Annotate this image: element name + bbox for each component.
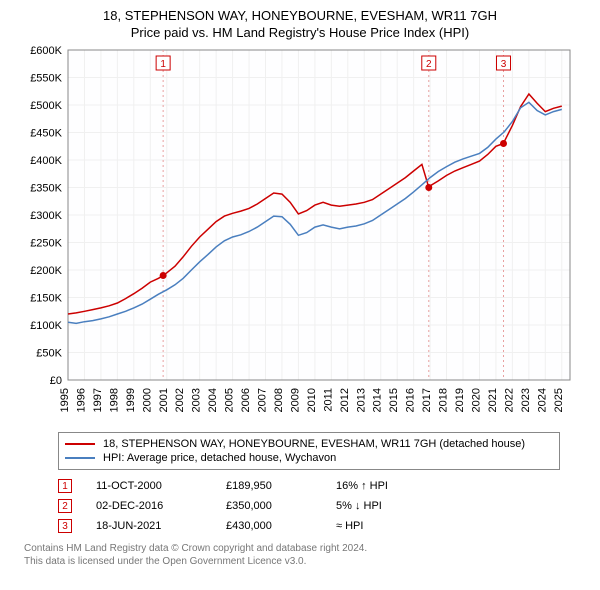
x-tick-label: 1999 (125, 388, 137, 412)
transaction-date: 18-JUN-2021 (96, 520, 206, 532)
x-tick-label: 2006 (240, 388, 252, 412)
legend-row: HPI: Average price, detached house, Wych… (65, 451, 553, 465)
x-tick-label: 2015 (388, 388, 400, 412)
y-tick-label: £500K (30, 100, 62, 112)
x-tick-label: 2012 (339, 388, 351, 412)
x-tick-label: 1997 (92, 388, 104, 412)
marker-dot (425, 184, 432, 191)
y-tick-label: £450K (30, 128, 62, 140)
x-tick-label: 2021 (487, 388, 499, 412)
footer-line2: This data is licensed under the Open Gov… (24, 555, 580, 568)
footer-line1: Contains HM Land Registry data © Crown c… (24, 542, 580, 555)
x-tick-label: 1996 (75, 388, 87, 412)
transaction-row: 2 02-DEC-2016 £350,000 5% ↓ HPI (58, 496, 560, 516)
legend: 18, STEPHENSON WAY, HONEYBOURNE, EVESHAM… (58, 432, 560, 470)
transaction-price: £430,000 (226, 520, 316, 532)
x-tick-label: 2008 (273, 388, 285, 412)
x-tick-label: 2025 (553, 388, 565, 412)
title-block: 18, STEPHENSON WAY, HONEYBOURNE, EVESHAM… (10, 8, 590, 40)
y-tick-label: £350K (30, 183, 62, 195)
marker-dot (500, 140, 507, 147)
y-tick-label: £50K (36, 348, 62, 360)
x-tick-label: 2016 (405, 388, 417, 412)
marker-label-text: 2 (426, 59, 432, 70)
legend-row: 18, STEPHENSON WAY, HONEYBOURNE, EVESHAM… (65, 437, 553, 451)
transaction-date: 02-DEC-2016 (96, 500, 206, 512)
x-tick-label: 1998 (108, 388, 120, 412)
x-tick-label: 2018 (438, 388, 450, 412)
transaction-price: £350,000 (226, 500, 316, 512)
x-tick-label: 2004 (207, 388, 219, 412)
y-tick-label: £600K (30, 46, 62, 57)
y-tick-label: £400K (30, 155, 62, 167)
x-tick-label: 2024 (536, 388, 548, 412)
legend-swatch (65, 443, 95, 445)
y-tick-label: £250K (30, 238, 62, 250)
title-address: 18, STEPHENSON WAY, HONEYBOURNE, EVESHAM… (10, 8, 590, 23)
x-tick-label: 2010 (306, 388, 318, 412)
title-subtitle: Price paid vs. HM Land Registry's House … (10, 25, 590, 40)
transaction-delta: ≈ HPI (336, 520, 456, 532)
marker-label-text: 3 (501, 59, 507, 70)
x-tick-label: 1995 (59, 388, 71, 412)
marker-label-text: 1 (160, 59, 166, 70)
x-tick-label: 2017 (421, 388, 433, 412)
y-tick-label: £300K (30, 210, 62, 222)
x-tick-label: 2007 (257, 388, 269, 412)
x-tick-label: 2011 (322, 388, 334, 412)
chart-svg: £0 £50K £100K £150K £200K £250K £300K £350K £400… (20, 46, 580, 426)
y-tick-label: £150K (30, 293, 62, 305)
x-tick-label: 2014 (372, 388, 384, 412)
transaction-marker: 2 (58, 499, 72, 513)
legend-swatch (65, 457, 95, 459)
x-tick-label: 2002 (174, 388, 186, 412)
y-tick-label: £550K (30, 73, 62, 85)
x-tick-label: 2023 (520, 388, 532, 412)
y-tick-label: £100K (30, 320, 62, 332)
legend-label: 18, STEPHENSON WAY, HONEYBOURNE, EVESHAM… (103, 438, 525, 450)
x-tick-label: 2005 (224, 388, 236, 412)
legend-label: HPI: Average price, detached house, Wych… (103, 452, 336, 464)
transaction-date: 11-OCT-2000 (96, 480, 206, 492)
y-tick-label: £0 (50, 375, 62, 387)
transaction-marker: 3 (58, 519, 72, 533)
transaction-price: £189,950 (226, 480, 316, 492)
transaction-delta: 5% ↓ HPI (336, 500, 456, 512)
footer: Contains HM Land Registry data © Crown c… (24, 542, 580, 568)
plot-area: £0 £50K £100K £150K £200K £250K £300K £350K £400… (20, 46, 580, 426)
chart-container: 18, STEPHENSON WAY, HONEYBOURNE, EVESHAM… (0, 0, 600, 574)
transaction-marker: 1 (58, 479, 72, 493)
x-tick-label: 2001 (158, 388, 170, 412)
x-tick-label: 2022 (503, 388, 515, 412)
transaction-delta: 16% ↑ HPI (336, 480, 456, 492)
x-tick-label: 2009 (289, 388, 301, 412)
transaction-row: 1 11-OCT-2000 £189,950 16% ↑ HPI (58, 476, 560, 496)
x-tick-label: 2000 (141, 388, 153, 412)
transaction-table: 1 11-OCT-2000 £189,950 16% ↑ HPI 2 02-DEC-201… (58, 476, 560, 536)
x-tick-label: 2013 (355, 388, 367, 412)
x-tick-label: 2020 (470, 388, 482, 412)
x-tick-label: 2003 (191, 388, 203, 412)
transaction-row: 3 18-JUN-2021 £430,000 ≈ HPI (58, 516, 560, 536)
y-tick-label: £200K (30, 265, 62, 277)
marker-dot (160, 272, 167, 279)
x-tick-label: 2019 (454, 388, 466, 412)
